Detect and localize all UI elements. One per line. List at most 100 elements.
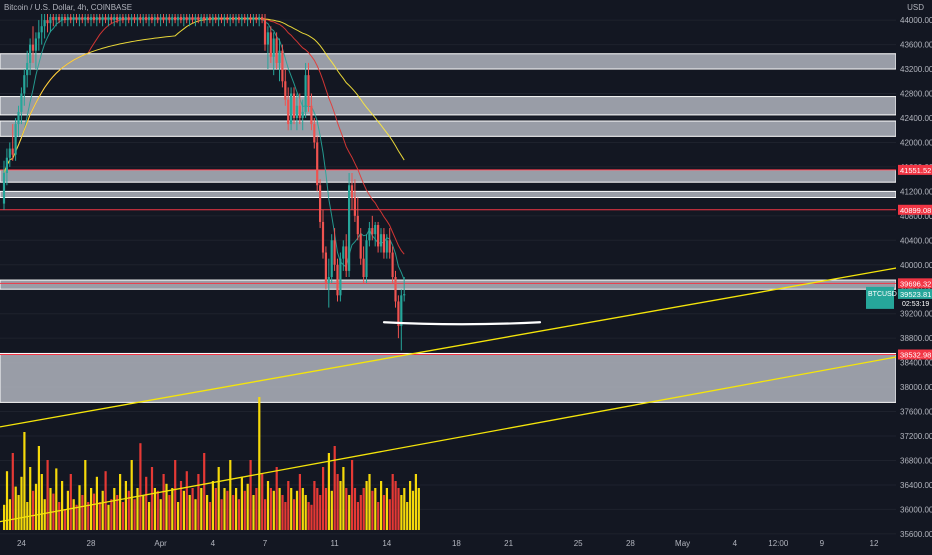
y-tick-label: 43600.00 bbox=[900, 41, 932, 50]
countdown-text: 02:53:19 bbox=[902, 301, 929, 308]
volume-bar bbox=[414, 474, 417, 530]
y-tick-label: 38000.00 bbox=[900, 383, 932, 392]
volume-bar bbox=[307, 502, 310, 530]
candle-body bbox=[136, 17, 139, 21]
volume-bar bbox=[316, 488, 319, 530]
volume-bar bbox=[43, 499, 46, 530]
volume-bar bbox=[188, 495, 191, 530]
volume-bar bbox=[185, 471, 188, 530]
volume-bar bbox=[261, 474, 264, 530]
candle-body bbox=[298, 105, 301, 118]
candle-body bbox=[255, 17, 258, 21]
x-tick-label: May bbox=[675, 539, 690, 548]
volume-bar bbox=[156, 490, 159, 530]
volume-bar bbox=[374, 488, 377, 530]
volume-bar bbox=[29, 467, 32, 530]
drawn-line bbox=[382, 321, 542, 326]
x-tick-label: 28 bbox=[626, 539, 635, 548]
candle-body bbox=[92, 17, 95, 21]
volume-bar bbox=[411, 490, 415, 530]
volume-bar bbox=[356, 502, 359, 530]
volume-bar bbox=[278, 488, 281, 530]
y-tick-label: 38800.00 bbox=[900, 334, 932, 343]
volume-bar bbox=[359, 495, 362, 530]
volume-bar bbox=[174, 460, 177, 530]
volume-bar bbox=[266, 481, 270, 530]
symbol-tag-text: BTCUSD bbox=[868, 291, 897, 298]
y-tick-label: 42000.00 bbox=[900, 138, 932, 147]
volume-bar bbox=[104, 471, 107, 530]
candle-body bbox=[348, 185, 351, 271]
candle-body bbox=[371, 228, 374, 235]
y-tick-label: 42400.00 bbox=[900, 114, 932, 123]
y-tick-label: 36400.00 bbox=[900, 481, 932, 490]
volume-bar bbox=[3, 504, 6, 530]
volume-bar bbox=[124, 481, 127, 530]
candle-body bbox=[350, 185, 354, 198]
volume-bar bbox=[177, 502, 180, 530]
candle-body bbox=[69, 17, 72, 21]
candle-body bbox=[46, 20, 49, 24]
y-tick-label: 36000.00 bbox=[900, 505, 932, 514]
candle-body bbox=[156, 17, 159, 21]
volume-bar bbox=[17, 495, 20, 530]
volume-bar bbox=[197, 474, 200, 530]
candle-body bbox=[179, 17, 182, 21]
volume-bar bbox=[351, 460, 354, 530]
volume-bar bbox=[380, 481, 383, 530]
candle-body bbox=[188, 17, 191, 21]
candle-body bbox=[84, 17, 87, 21]
candle-body bbox=[214, 17, 217, 21]
volume-bar bbox=[217, 467, 220, 530]
volume-bar bbox=[211, 481, 214, 530]
candle-body bbox=[319, 185, 322, 222]
volume-bar bbox=[301, 488, 304, 530]
volume-bar bbox=[107, 504, 110, 530]
candle-body bbox=[252, 17, 255, 21]
candle-body bbox=[58, 17, 61, 21]
x-tick-label: 12:00 bbox=[768, 539, 789, 548]
price-label-text: 39523.81 bbox=[900, 290, 931, 299]
candle-body bbox=[385, 240, 388, 253]
volume-bar bbox=[293, 499, 296, 530]
volume-bar bbox=[336, 474, 339, 530]
candle-body bbox=[313, 124, 316, 143]
candle-body bbox=[249, 17, 252, 21]
price-label-box bbox=[898, 349, 932, 360]
volume-bar bbox=[220, 499, 223, 530]
volume-bar bbox=[40, 474, 43, 530]
candle-body bbox=[127, 17, 130, 21]
price-label-box bbox=[898, 288, 932, 299]
y-tick-label: 39200.00 bbox=[900, 310, 932, 319]
candle-body bbox=[191, 17, 194, 21]
candle-body bbox=[339, 258, 342, 296]
candle-body bbox=[121, 17, 124, 21]
candle-body bbox=[124, 17, 127, 21]
y-tick-label: 41200.00 bbox=[900, 187, 932, 196]
volume-bar bbox=[275, 467, 278, 530]
candle-body bbox=[98, 17, 101, 21]
candle-body bbox=[72, 17, 75, 21]
volume-bar bbox=[165, 483, 168, 530]
volume-bar bbox=[295, 490, 299, 530]
candle-body bbox=[377, 225, 380, 247]
x-tick-label: 14 bbox=[382, 539, 391, 548]
candle-body bbox=[388, 240, 391, 253]
candle-body bbox=[290, 93, 293, 125]
volume-bar bbox=[55, 468, 58, 530]
volume-bar bbox=[14, 486, 17, 530]
volume-bar bbox=[46, 460, 49, 530]
y-tick-label: 40800.00 bbox=[900, 212, 932, 221]
volume-bar bbox=[397, 488, 400, 530]
candle-body bbox=[11, 148, 14, 155]
x-tick-label: 21 bbox=[504, 539, 513, 548]
volume-bar bbox=[113, 488, 116, 530]
candle-body bbox=[281, 50, 284, 82]
x-tick-label: 12 bbox=[870, 539, 879, 548]
candle-body bbox=[174, 17, 177, 21]
x-tick-label: 25 bbox=[574, 539, 583, 548]
candle-body bbox=[176, 17, 180, 21]
volume-bar bbox=[58, 502, 61, 530]
